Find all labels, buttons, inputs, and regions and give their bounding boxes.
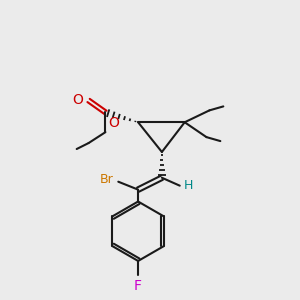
Text: F: F [134, 279, 142, 293]
Text: O: O [72, 94, 83, 107]
Text: Br: Br [100, 173, 113, 186]
Text: H: H [184, 179, 193, 192]
Text: O: O [108, 116, 119, 130]
